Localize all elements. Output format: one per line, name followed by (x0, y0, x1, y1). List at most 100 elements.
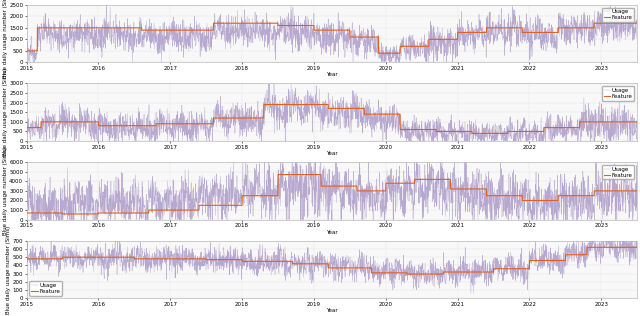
Feature (23, 126, 31, 130)
Usage (239, 161, 246, 165)
Feature (257, 259, 264, 263)
X-axis label: Year: Year (326, 229, 338, 234)
Feature (622, 189, 630, 193)
Usage (102, 3, 110, 7)
Feature (93, 212, 100, 216)
Feature (274, 173, 282, 176)
Feature (92, 120, 100, 124)
Usage (93, 251, 100, 254)
Usage (257, 21, 265, 25)
Feature (23, 211, 31, 215)
Usage (93, 131, 100, 135)
Line: Usage: Usage (27, 163, 637, 220)
Feature (284, 259, 291, 263)
Feature (23, 49, 31, 53)
Feature (129, 124, 136, 128)
Legend: Usage, Feature: Usage, Feature (29, 281, 62, 295)
Usage (23, 116, 31, 120)
Usage (622, 123, 630, 127)
Feature (556, 258, 563, 262)
Feature (260, 103, 268, 106)
Y-axis label: Blue daily usage number (Sims): Blue daily usage number (Sims) (3, 0, 8, 78)
Feature (622, 21, 630, 25)
Feature (129, 211, 136, 215)
Feature (556, 26, 564, 30)
Feature (622, 120, 630, 124)
Usage (634, 118, 640, 122)
Usage (556, 211, 564, 215)
Feature (634, 246, 640, 249)
Feature (634, 189, 640, 193)
Usage (129, 32, 137, 36)
Usage (257, 258, 265, 261)
Feature (92, 255, 100, 259)
Feature (284, 103, 291, 106)
Feature (284, 24, 291, 27)
Usage (257, 134, 265, 138)
Y-axis label: Blue daily usage number (Sims): Blue daily usage number (Sims) (6, 225, 12, 314)
Usage (634, 240, 640, 243)
Usage (129, 121, 136, 125)
Usage (23, 215, 31, 219)
Usage (24, 240, 31, 243)
Feature (257, 194, 265, 198)
Usage (556, 35, 564, 39)
Usage (129, 193, 136, 197)
X-axis label: Year: Year (326, 308, 338, 313)
Usage (23, 52, 31, 56)
Usage (257, 192, 265, 196)
Usage (93, 207, 100, 210)
Usage (284, 268, 291, 271)
Usage (622, 240, 630, 243)
Y-axis label: Blue daily usage number (Sims): Blue daily usage number (Sims) (3, 147, 8, 235)
Line: Usage: Usage (27, 84, 637, 141)
Feature (257, 116, 264, 120)
Legend: Usage, Feature: Usage, Feature (602, 86, 634, 101)
Usage (634, 180, 640, 184)
Usage (284, 34, 291, 38)
Usage (26, 60, 34, 64)
Line: Feature: Feature (27, 23, 637, 53)
Y-axis label: Blue daily usage number (Sims): Blue daily usage number (Sims) (3, 68, 8, 156)
Feature (92, 26, 100, 30)
Feature (59, 212, 67, 216)
Feature (556, 126, 564, 130)
Usage (42, 139, 50, 143)
Usage (622, 38, 630, 42)
Line: Feature: Feature (27, 247, 637, 274)
Feature (634, 120, 640, 124)
Feature (404, 272, 412, 276)
Feature (257, 21, 265, 25)
Feature (129, 255, 136, 259)
Feature (634, 21, 640, 25)
Usage (556, 253, 564, 257)
X-axis label: Year: Year (326, 72, 338, 77)
Feature (556, 194, 564, 198)
Usage (28, 218, 36, 222)
Line: Feature: Feature (27, 174, 637, 214)
Usage (467, 292, 475, 295)
Legend: Usage, Feature: Usage, Feature (602, 8, 634, 22)
Usage (622, 187, 630, 191)
Feature (284, 173, 291, 176)
Usage (129, 253, 136, 257)
Feature (583, 246, 591, 249)
Legend: Usage, Feature: Usage, Feature (602, 165, 634, 179)
Feature (622, 246, 630, 249)
Feature (23, 257, 31, 261)
Feature (375, 51, 383, 55)
X-axis label: Year: Year (326, 151, 338, 156)
Feature (129, 26, 136, 30)
Line: Feature: Feature (27, 105, 637, 133)
Usage (284, 186, 291, 190)
Feature (210, 21, 218, 25)
Usage (556, 129, 564, 132)
Line: Usage: Usage (27, 5, 637, 62)
Usage (93, 25, 100, 28)
Line: Usage: Usage (27, 241, 637, 294)
Usage (284, 113, 291, 117)
Feature (468, 131, 476, 135)
Usage (634, 17, 640, 21)
Usage (264, 82, 272, 86)
Usage (23, 270, 31, 273)
